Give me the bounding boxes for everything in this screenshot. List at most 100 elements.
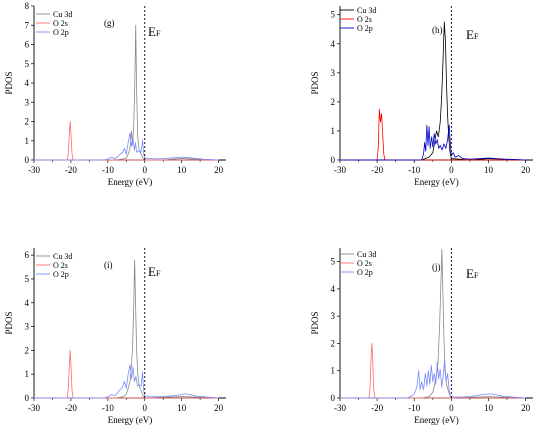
legend-label: O 2p bbox=[53, 28, 69, 37]
series-line bbox=[34, 24, 219, 161]
chart-panel: -30 -20 -10 0 10 20 0 1 2 3 4 5 6 Energy (eV) PDOS EF (i… bbox=[4, 248, 226, 425]
y-tick-label: 2 bbox=[25, 345, 30, 355]
legend: Cu 3dO 2sO 2p bbox=[36, 10, 72, 37]
x-axis-title: Energy (eV) bbox=[414, 177, 459, 187]
y-axis-title: PDOS bbox=[4, 311, 14, 334]
chart-panel: -30 -20 -10 0 10 20 0 1 2 3 4 5 6 7 8 Energy (eV) PDOS EF… bbox=[4, 1, 226, 187]
y-tick-label: 5 bbox=[25, 274, 30, 284]
series-line bbox=[340, 124, 526, 161]
y-tick-label: 3 bbox=[331, 311, 336, 321]
y-tick-label: 3 bbox=[25, 97, 30, 107]
legend-label: O 2p bbox=[357, 24, 373, 33]
x-tick-label: 10 bbox=[484, 165, 494, 175]
y-tick-label: 1 bbox=[331, 366, 336, 376]
legend-label: O 2p bbox=[357, 268, 373, 277]
y-tick-label: 6 bbox=[25, 250, 30, 260]
x-tick-label: 0 bbox=[143, 165, 148, 175]
x-axis-title: Energy (eV) bbox=[108, 177, 153, 187]
legend-label: O 2s bbox=[53, 19, 68, 28]
fermi-level-subscript: F bbox=[156, 269, 161, 278]
legend: Cu 3dO 2sO 2p bbox=[340, 6, 376, 33]
legend-label: Cu 3d bbox=[53, 10, 72, 19]
x-tick-label: -10 bbox=[408, 403, 420, 413]
fermi-level-label: EF bbox=[148, 24, 161, 39]
y-tick-label: 0 bbox=[25, 393, 30, 403]
y-tick-label: 0 bbox=[331, 155, 336, 165]
y-tick-label: 3 bbox=[25, 322, 30, 332]
y-tick-label: 5 bbox=[331, 10, 336, 20]
chart-panel: -30 -20 -10 0 10 20 0 1 2 3 4 5 Energy (eV) PDOS EF (h)… bbox=[310, 6, 533, 187]
y-tick-label: 4 bbox=[331, 284, 336, 294]
y-tick-label: 2 bbox=[331, 97, 336, 107]
legend-label: O 2s bbox=[53, 261, 68, 270]
y-axis-title: PDOS bbox=[310, 71, 320, 94]
y-tick-label: 4 bbox=[25, 78, 30, 88]
series-line bbox=[34, 121, 219, 161]
x-tick-label: 0 bbox=[449, 165, 454, 175]
legend: Cu 3dO 2sO 2p bbox=[36, 252, 72, 279]
legend-label: O 2p bbox=[53, 270, 69, 279]
fermi-level-subscript: F bbox=[474, 32, 479, 41]
panel-label: (i) bbox=[104, 260, 113, 270]
y-tick-label: 0 bbox=[25, 155, 30, 165]
y-tick-label: 6 bbox=[25, 40, 30, 50]
series-line bbox=[340, 359, 526, 399]
x-tick-label: 20 bbox=[214, 403, 224, 413]
fermi-level-subscript: F bbox=[474, 271, 479, 280]
series-line bbox=[34, 364, 219, 399]
chart-panel: -30 -20 -10 0 10 20 0 1 2 3 4 5 Energy (eV) PDOS EF (j)… bbox=[310, 248, 533, 425]
legend-label: Cu 3d bbox=[53, 252, 72, 261]
y-tick-label: 5 bbox=[331, 257, 336, 267]
y-axis-title: PDOS bbox=[4, 71, 14, 94]
x-tick-label: -10 bbox=[102, 165, 114, 175]
y-tick-label: 7 bbox=[25, 20, 30, 30]
panel-label: (h) bbox=[432, 25, 443, 35]
x-tick-label: -10 bbox=[102, 403, 114, 413]
x-tick-label: 10 bbox=[177, 165, 187, 175]
x-tick-label: 20 bbox=[521, 403, 531, 413]
x-tick-label: -30 bbox=[334, 403, 346, 413]
legend-label: O 2s bbox=[357, 259, 372, 268]
y-tick-label: 4 bbox=[25, 298, 30, 308]
y-tick-label: 5 bbox=[25, 59, 30, 69]
panel-label: (g) bbox=[104, 18, 115, 28]
fermi-level-subscript: F bbox=[156, 29, 161, 38]
x-tick-label: -30 bbox=[28, 165, 40, 175]
x-tick-label: -10 bbox=[408, 165, 420, 175]
y-tick-label: 2 bbox=[25, 117, 30, 127]
legend: Cu 3dO 2sO 2p bbox=[340, 250, 376, 277]
y-tick-label: 1 bbox=[25, 136, 30, 146]
series-line bbox=[34, 349, 219, 399]
y-axis-title: PDOS bbox=[310, 311, 320, 334]
x-tick-label: -30 bbox=[334, 165, 346, 175]
x-tick-label: 0 bbox=[449, 403, 454, 413]
x-tick-label: -20 bbox=[65, 165, 77, 175]
fermi-level-label: EF bbox=[466, 266, 479, 281]
legend-label: Cu 3d bbox=[357, 6, 376, 15]
y-tick-label: 8 bbox=[25, 1, 30, 11]
y-tick-label: 2 bbox=[331, 338, 336, 348]
fermi-level-label: EF bbox=[148, 264, 161, 279]
y-tick-label: 4 bbox=[331, 39, 336, 49]
x-tick-label: 20 bbox=[214, 165, 224, 175]
x-tick-label: -20 bbox=[65, 403, 77, 413]
series-line bbox=[34, 259, 219, 399]
series-line bbox=[340, 21, 526, 161]
x-axis-title: Energy (eV) bbox=[108, 415, 153, 425]
x-axis-title: Energy (eV) bbox=[414, 415, 459, 425]
x-tick-label: -20 bbox=[371, 403, 383, 413]
x-tick-label: -20 bbox=[371, 165, 383, 175]
series-line bbox=[340, 108, 526, 161]
x-tick-label: 10 bbox=[484, 403, 494, 413]
legend-label: O 2s bbox=[357, 15, 372, 24]
series-line bbox=[34, 132, 219, 161]
y-tick-label: 3 bbox=[331, 68, 336, 78]
fermi-level-label: EF bbox=[466, 27, 479, 42]
panel-label: (j) bbox=[432, 262, 441, 272]
y-tick-label: 0 bbox=[331, 393, 336, 403]
legend-label: Cu 3d bbox=[357, 250, 376, 259]
x-tick-label: 0 bbox=[143, 403, 148, 413]
y-tick-label: 1 bbox=[25, 369, 30, 379]
x-tick-label: 10 bbox=[177, 403, 187, 413]
